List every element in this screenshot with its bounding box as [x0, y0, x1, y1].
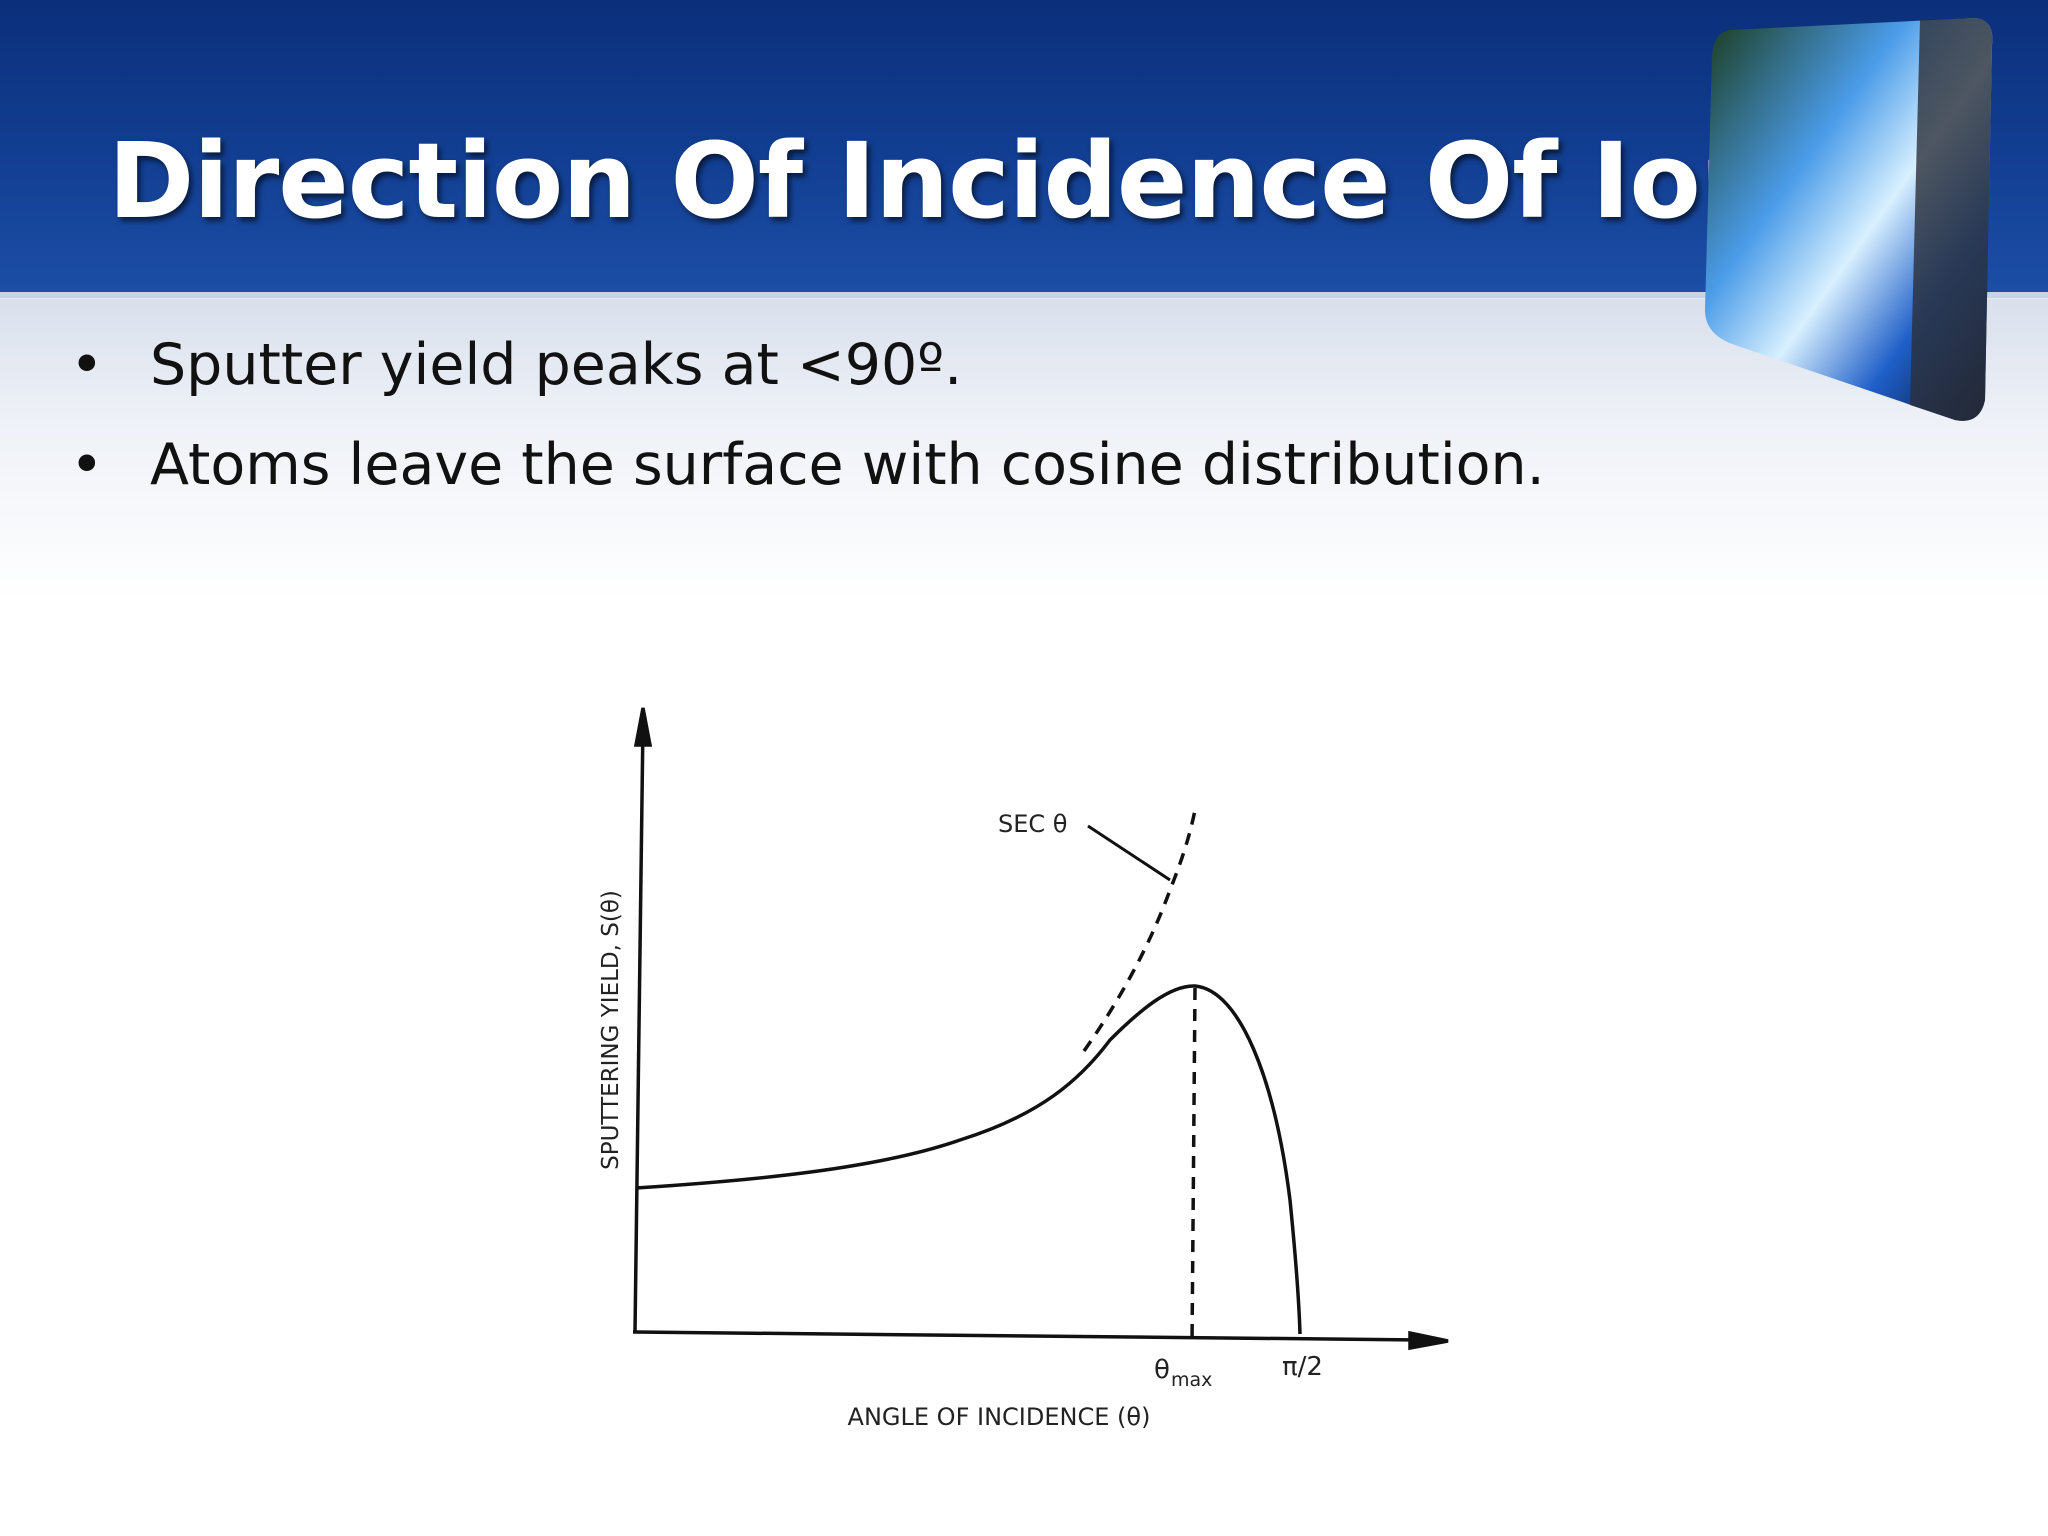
- x-axis: [632, 1330, 1426, 1342]
- leader-line: [1087, 824, 1171, 882]
- peak-line: [1190, 987, 1197, 1346]
- x-arrow: [1408, 1330, 1449, 1351]
- bullet-item: • Atoms leave the surface with cosine dis…: [70, 425, 1545, 525]
- curve-label: SEC θ: [998, 810, 1067, 838]
- peak-label-sub: max: [1171, 1369, 1212, 1391]
- x-axis-label: ANGLE OF INCIDENCE (θ): [848, 1403, 1151, 1431]
- y-arrow: [633, 707, 653, 747]
- bullet-dot: •: [70, 332, 104, 398]
- end-label: π/2: [1282, 1352, 1323, 1382]
- bullet-dot: •: [70, 432, 104, 498]
- slide-title: Direction Of Incidence Of Ions: [108, 120, 1835, 242]
- yield-curve: [635, 984, 1302, 1335]
- bullet-list: • Sputter yield peaks at <90º. • Atoms lea…: [70, 325, 1545, 525]
- y-axis-label: SPUTTERING YIELD, S(θ): [598, 890, 624, 1170]
- bullet-text: Sputter yield peaks at <90º.: [150, 332, 963, 398]
- bullet-text: Atoms leave the surface with cosine dist…: [150, 432, 1545, 498]
- sec-curve: [1082, 809, 1197, 1053]
- bullet-item: • Sputter yield peaks at <90º.: [70, 325, 1545, 425]
- y-axis: [633, 721, 645, 1333]
- header-band: [0, 0, 2048, 298]
- decor-cube-side: [1910, 18, 1993, 421]
- peak-label: θ: [1154, 1355, 1170, 1385]
